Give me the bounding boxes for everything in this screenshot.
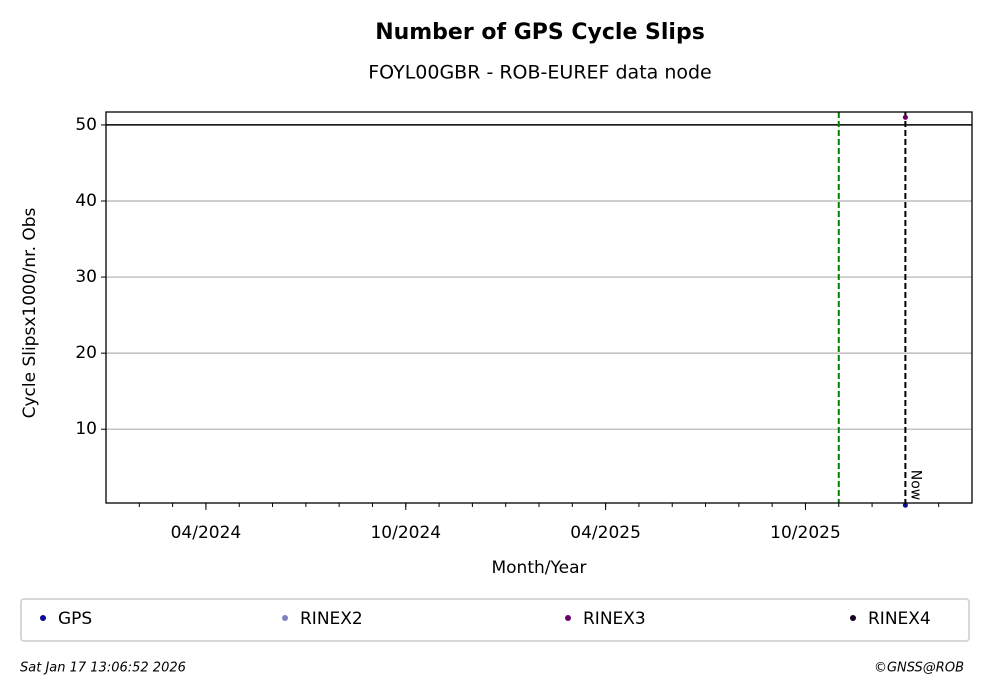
- legend-marker: [40, 615, 46, 621]
- chart-title: Number of GPS Cycle Slips: [375, 20, 705, 45]
- chart-subtitle: FOYL00GBR - ROB-EUREF data node: [368, 62, 712, 84]
- legend-label: RINEX2: [300, 609, 363, 629]
- legend-label: GPS: [58, 609, 92, 629]
- y-tick-label: 30: [75, 267, 97, 287]
- x-tick-label: 04/2025: [570, 523, 641, 543]
- y-tick-label: 40: [75, 191, 97, 211]
- data-point: [902, 502, 908, 508]
- x-tick-label: 10/2025: [770, 523, 841, 543]
- vertical-marker-label: Now: [907, 470, 923, 501]
- x-axis-label: Month/Year: [491, 558, 586, 578]
- y-tick-label: 50: [75, 115, 97, 135]
- x-tick-label: 04/2024: [171, 523, 242, 543]
- legend-marker: [850, 615, 856, 621]
- footer-date: Sat Jan 17 13:06:52 2026: [20, 661, 186, 676]
- footer-copyright: ©GNSS@ROB: [874, 661, 964, 676]
- y-tick-label: 20: [75, 343, 97, 363]
- legend-box: [20, 598, 970, 642]
- legend-label: RINEX3: [583, 609, 646, 629]
- y-tick-label: 10: [75, 419, 97, 439]
- x-tick-label: 10/2024: [370, 523, 441, 543]
- legend-marker: [282, 615, 288, 621]
- y-axis-label: Cycle Slipsx1000/nr. Obs: [20, 207, 40, 418]
- data-point: [902, 114, 908, 120]
- legend-marker: [565, 615, 571, 621]
- legend-label: RINEX4: [868, 609, 931, 629]
- plot-frame: [105, 111, 973, 504]
